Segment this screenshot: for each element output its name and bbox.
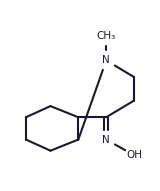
Text: OH: OH <box>126 150 142 160</box>
Text: CH₃: CH₃ <box>97 31 116 41</box>
Text: N: N <box>102 134 110 145</box>
Text: N: N <box>102 55 110 65</box>
